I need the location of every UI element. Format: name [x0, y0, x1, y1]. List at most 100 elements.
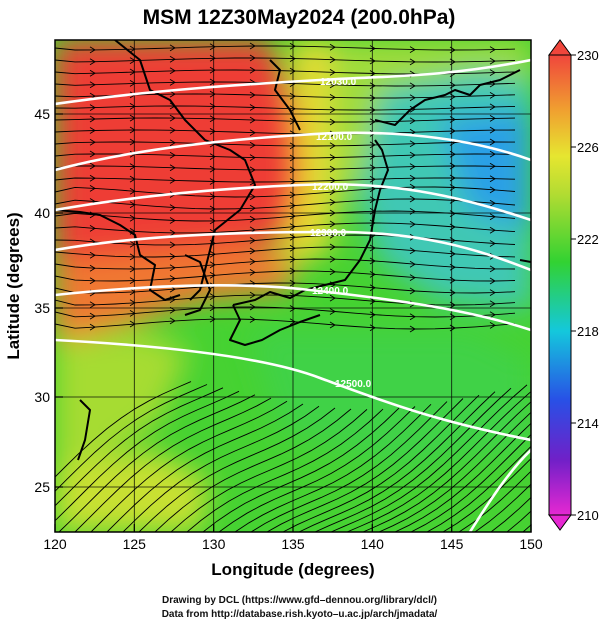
- wind-arrow: [209, 250, 216, 258]
- wind-arrow: [489, 69, 496, 76]
- contour-label-12030: 12030.0: [320, 77, 357, 88]
- wind-arrow: [249, 237, 256, 244]
- wind-streamline: [58, 394, 256, 532]
- wind-arrow: [89, 58, 96, 66]
- wind-arrow: [289, 166, 296, 174]
- wind-arrow: [449, 58, 456, 66]
- wind-streamline: [55, 234, 516, 246]
- wind-arrow: [129, 175, 136, 183]
- coastlines: [55, 40, 531, 461]
- wind-streamline: [55, 57, 516, 63]
- wind-streamline: [55, 282, 516, 294]
- credit-data: Data from http://database.rish.kyoto–u.a…: [161, 609, 438, 620]
- wind-arrow: [249, 269, 256, 276]
- wind-arrow: [409, 247, 416, 255]
- wind-arrow: [129, 126, 136, 134]
- contour-label-12300: 12300.0: [310, 228, 347, 239]
- wind-vectors: [55, 42, 531, 532]
- x-tick-label: 130: [202, 536, 226, 552]
- colorbar-bottom-arrow: [548, 514, 572, 531]
- wind-arrow: [289, 105, 296, 113]
- wind-streamline: [266, 398, 464, 532]
- wind-arrow: [209, 66, 216, 74]
- wind-arrow: [289, 67, 296, 75]
- wind-arrow: [289, 233, 296, 241]
- x-tick-label: 145: [440, 536, 464, 552]
- wind-arrow: [329, 177, 336, 184]
- wind-streamline: [346, 391, 531, 532]
- wind-arrow: [89, 185, 96, 192]
- wind-arrow: [169, 139, 176, 147]
- wind-arrow: [249, 54, 256, 62]
- wind-arrow: [249, 247, 256, 255]
- wind-arrow: [129, 265, 136, 273]
- wind-arrow: [489, 150, 496, 158]
- wind-arrow: [289, 305, 296, 312]
- wind-arrow: [489, 300, 496, 308]
- wind-arrow: [129, 163, 136, 170]
- wind-arrow: [409, 94, 416, 102]
- wind-arrow: [89, 264, 96, 272]
- wind-arrow: [89, 301, 96, 309]
- wind-arrow: [329, 321, 336, 329]
- wind-arrow: [169, 151, 176, 159]
- wind-arrow: [129, 240, 136, 248]
- wind-arrow: [489, 322, 496, 329]
- contour-label-12100: 12100.0: [316, 132, 353, 143]
- wind-arrow: [89, 251, 96, 259]
- wind-arrow: [489, 115, 496, 122]
- wind-arrow: [369, 324, 376, 332]
- wind-arrow: [209, 115, 216, 123]
- wind-arrow: [169, 90, 176, 98]
- wind-streamline: [55, 165, 516, 171]
- colorbar-gradient: [548, 54, 572, 516]
- wind-arrow: [209, 205, 216, 213]
- wind-streamline: [55, 390, 240, 522]
- colorbar-tick-label: 218: [577, 324, 599, 339]
- wind-arrow: [489, 126, 496, 134]
- wind-arrow: [289, 191, 296, 199]
- colorbar-tick-label: 230: [577, 48, 599, 63]
- wind-arrow: [449, 93, 456, 101]
- wind-arrow: [249, 129, 256, 137]
- wind-streamline: [90, 400, 288, 532]
- x-tick-label: 150: [519, 536, 543, 552]
- x-tick-labels: 120 125 130 135 140 145 150: [43, 536, 543, 552]
- wind-arrow: [169, 55, 176, 63]
- wind-arrow: [209, 293, 216, 300]
- wind-arrow: [449, 223, 456, 231]
- wind-arrow: [369, 244, 376, 252]
- wind-arrow: [129, 103, 136, 110]
- wind-arrow: [249, 193, 256, 201]
- wind-arrow: [289, 142, 296, 150]
- wind-arrow: [289, 244, 296, 252]
- wind-arrow: [129, 138, 136, 146]
- wind-arrow: [449, 174, 456, 182]
- wind-arrow: [89, 174, 96, 182]
- wind-arrow: [409, 220, 416, 228]
- wind-arrow: [329, 118, 336, 126]
- wind-arrow: [289, 55, 296, 62]
- wind-arrow: [409, 325, 416, 333]
- wind-arrow: [329, 154, 336, 161]
- wind-arrow: [249, 116, 256, 124]
- wind-arrow: [129, 277, 136, 284]
- wind-arrow: [489, 226, 496, 234]
- wind-arrow: [169, 317, 176, 325]
- wind-streamline: [362, 401, 531, 532]
- wind-arrow: [89, 138, 96, 146]
- wind-arrow: [289, 318, 296, 326]
- y-tick-label: 25: [34, 479, 50, 495]
- wind-streamline: [234, 403, 432, 532]
- wind-arrow: [209, 128, 216, 135]
- wind-streamline: [55, 384, 208, 492]
- wind-arrow: [129, 80, 136, 87]
- wind-arrow: [329, 81, 336, 89]
- credit-drawing: Drawing by DCL (https://www.gfd–dennou.o…: [161, 595, 437, 606]
- wind-streamline: [55, 117, 516, 123]
- wind-arrow: [169, 164, 176, 172]
- wind-streamline: [330, 384, 528, 532]
- wind-arrow: [289, 42, 296, 50]
- wind-streamline: [106, 403, 304, 532]
- y-tick-labels: 25 30 35 40 45: [34, 106, 50, 495]
